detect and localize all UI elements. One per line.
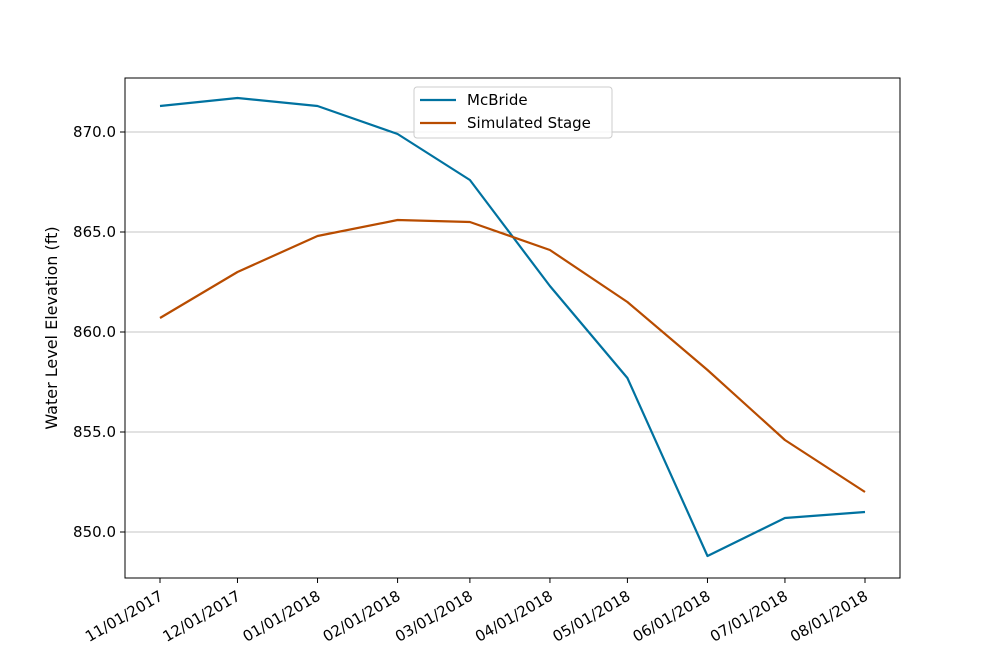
x-tick-label: 11/01/2017: [82, 587, 166, 646]
x-tick-label: 05/01/2018: [550, 587, 634, 646]
y-tick-label: 870.0: [73, 123, 116, 141]
x-tick-label: 06/01/2018: [630, 587, 714, 646]
y-tick-label: 855.0: [73, 423, 116, 441]
legend-label: McBride: [467, 91, 528, 109]
legend-box: [413, 86, 613, 139]
y-axis-ticks: 850.0 855.0 860.0 865.0 870.0: [73, 123, 125, 541]
x-axis-ticks: 11/01/201712/01/201701/01/201802/01/2018…: [82, 578, 871, 646]
y-tick-label: 860.0: [73, 323, 116, 341]
y-axis-label: Water Level Elevation (ft): [42, 226, 61, 429]
series-line-simulated-stage: [159, 218, 866, 493]
x-tick-label: 07/01/2018: [707, 587, 791, 646]
x-tick-label: 03/01/2018: [392, 587, 476, 646]
y-tick-label: 850.0: [73, 523, 116, 541]
legend-label: Simulated Stage: [467, 114, 591, 132]
series-lines: [159, 96, 866, 558]
grid-lines: [125, 131, 900, 533]
x-tick-label: 08/01/2018: [787, 587, 871, 646]
x-tick-label: 02/01/2018: [320, 587, 404, 646]
legend: McBride Simulated Stage: [413, 86, 613, 139]
x-tick-label: 04/01/2018: [472, 587, 556, 646]
x-tick-label: 12/01/2017: [160, 587, 244, 646]
series-line-mcbride: [159, 96, 866, 558]
y-tick-label: 865.0: [73, 223, 116, 241]
x-tick-label: 01/01/2018: [240, 587, 324, 646]
plot-area-frame: [124, 77, 901, 579]
